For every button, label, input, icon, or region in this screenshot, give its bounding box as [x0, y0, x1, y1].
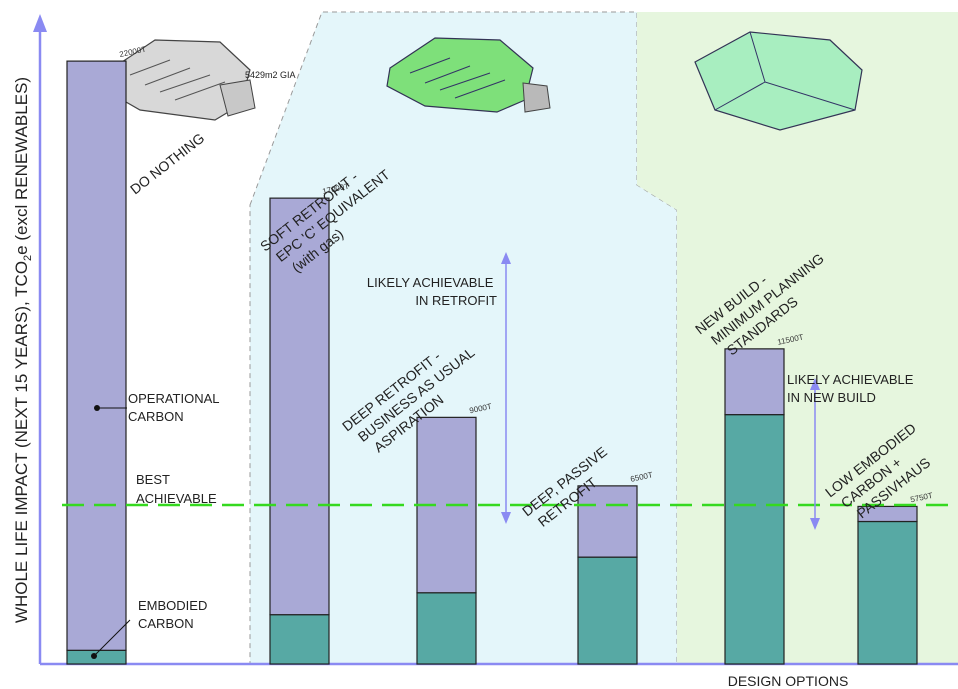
gia-label: 5429m2 GIA: [245, 70, 296, 80]
bar-embodied: [724, 414, 785, 665]
new-build-zone: [637, 12, 958, 664]
y-axis-arrow: [33, 14, 47, 32]
bar-operational: [269, 197, 330, 616]
newbuild-range-arrow-head-top: [810, 378, 820, 390]
embodied-label: EMBODIED CARBON: [138, 598, 211, 631]
retrofit-range-label: LIKELY ACHIEVABLE IN RETROFIT: [367, 275, 497, 308]
bar-operational: [66, 60, 127, 651]
best-achievable-label: BEST ACHIEVABLE: [136, 472, 217, 506]
x-axis-label: DESIGN OPTIONS: [728, 673, 849, 689]
newbuild-range-label: LIKELY ACHIEVABLE IN NEW BUILD: [787, 372, 917, 405]
bar-embodied: [857, 520, 918, 665]
bar-embodied: [577, 556, 638, 665]
y-axis-label: WHOLE LIFE IMPACT (NEXT 15 YEARS), TCO2e…: [12, 77, 34, 623]
retrofit-range-arrow-head-top: [501, 252, 511, 264]
existing-building-icon: [104, 39, 256, 121]
bar-embodied: [416, 592, 477, 665]
bar-embodied: [269, 614, 330, 665]
retrofit-range-arrow-head-bottom: [501, 512, 511, 524]
operational-label: OPERATIONAL CARBON: [128, 391, 223, 424]
bar-operational: [577, 485, 638, 558]
option-label: DO NOTHING: [127, 130, 207, 198]
newbuild-range-arrow-head-bottom: [810, 518, 820, 530]
bar-operational: [724, 348, 785, 416]
new-build-icon: [694, 31, 863, 131]
embodied-leader: [93, 619, 131, 657]
retrofit-building-icon: [386, 37, 551, 113]
bar-operational: [857, 505, 918, 523]
